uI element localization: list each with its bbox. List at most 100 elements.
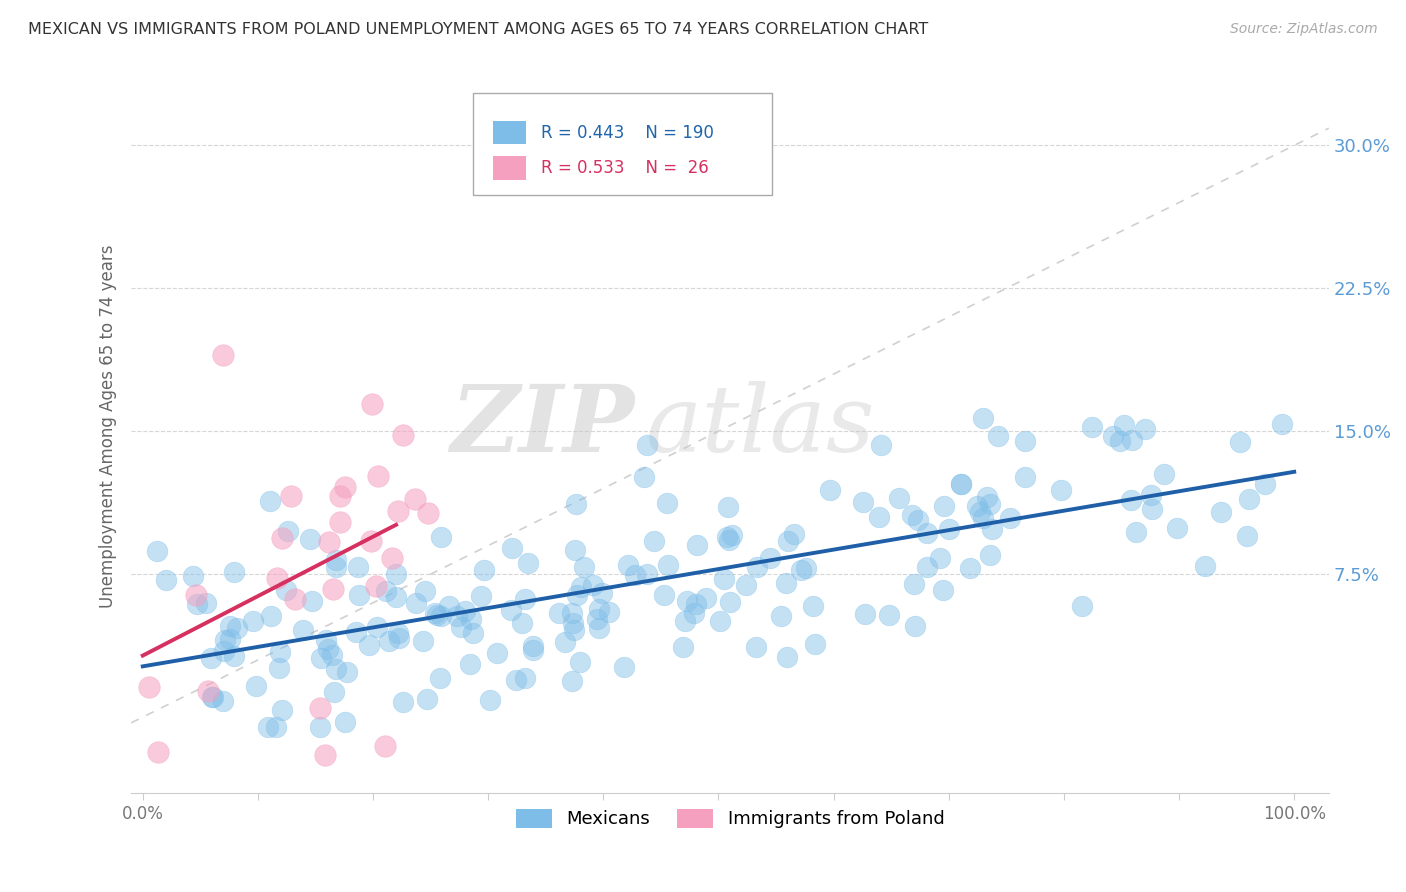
Point xyxy=(770,609,793,624)
Point xyxy=(979,548,1001,562)
Point xyxy=(437,599,460,613)
Text: MEXICAN VS IMMIGRANTS FROM POLAND UNEMPLOYMENT AMONG AGES 65 TO 74 YEARS CORRELA: MEXICAN VS IMMIGRANTS FROM POLAND UNEMPL… xyxy=(28,22,928,37)
Point xyxy=(284,592,307,607)
Point xyxy=(959,561,981,575)
Point xyxy=(969,505,991,519)
Point xyxy=(429,671,451,685)
Point xyxy=(145,544,167,558)
Point xyxy=(387,626,409,640)
Point xyxy=(1112,418,1135,433)
Point xyxy=(1153,467,1175,482)
Point xyxy=(783,527,806,541)
Point xyxy=(562,615,585,630)
Point xyxy=(613,659,636,673)
Point xyxy=(655,496,678,510)
Point xyxy=(717,500,740,514)
Point xyxy=(404,492,426,507)
Point xyxy=(745,640,768,654)
Point xyxy=(214,633,236,648)
Point xyxy=(852,494,875,508)
Point xyxy=(517,556,540,570)
Text: atlas: atlas xyxy=(647,382,876,472)
Point xyxy=(522,643,544,657)
Point xyxy=(561,674,583,689)
Point xyxy=(1121,433,1143,447)
Point xyxy=(423,606,446,620)
Point xyxy=(301,594,323,608)
Point xyxy=(778,534,800,549)
Point xyxy=(259,494,281,508)
Point xyxy=(374,583,396,598)
Y-axis label: Unemployment Among Ages 65 to 74 years: Unemployment Among Ages 65 to 74 years xyxy=(100,244,117,608)
Point xyxy=(1237,492,1260,507)
Point xyxy=(675,594,697,608)
Point xyxy=(672,640,695,655)
Point xyxy=(225,621,247,635)
Point xyxy=(643,533,665,548)
Point xyxy=(155,573,177,587)
Point xyxy=(413,584,436,599)
Point xyxy=(1102,428,1125,442)
Point xyxy=(308,720,330,734)
Point xyxy=(463,626,485,640)
Point xyxy=(309,650,332,665)
Point xyxy=(564,542,586,557)
Point xyxy=(900,508,922,523)
Point xyxy=(470,589,492,603)
Point xyxy=(588,601,610,615)
Point xyxy=(200,651,222,665)
Point xyxy=(454,604,477,618)
Point xyxy=(682,606,704,620)
Point xyxy=(291,624,314,638)
Point xyxy=(212,348,235,362)
Point xyxy=(364,579,387,593)
FancyBboxPatch shape xyxy=(472,93,772,195)
Point xyxy=(374,739,396,753)
Point xyxy=(219,632,242,646)
Point xyxy=(335,480,357,494)
Point xyxy=(636,438,658,452)
Point xyxy=(426,607,449,622)
Point xyxy=(360,534,382,549)
Point xyxy=(325,662,347,676)
Point xyxy=(617,558,640,573)
Point xyxy=(264,720,287,734)
Point xyxy=(853,607,876,621)
Point xyxy=(316,641,339,656)
Point xyxy=(1080,420,1102,434)
Point xyxy=(938,522,960,536)
Point xyxy=(1211,505,1233,519)
Point xyxy=(257,720,280,734)
Point xyxy=(510,616,533,631)
Point xyxy=(385,590,408,604)
Point xyxy=(298,532,321,546)
Point xyxy=(907,512,929,526)
Point xyxy=(818,483,841,497)
Point xyxy=(392,428,415,442)
Point xyxy=(387,504,409,518)
Point xyxy=(1125,524,1147,539)
Point xyxy=(1254,477,1277,491)
Point xyxy=(1194,558,1216,573)
Point xyxy=(277,524,299,539)
Point xyxy=(980,523,1002,537)
Point xyxy=(315,633,337,648)
Point xyxy=(446,608,468,623)
Point xyxy=(685,597,707,611)
Point xyxy=(903,577,925,591)
Point xyxy=(380,551,402,566)
Point xyxy=(877,607,900,622)
Point xyxy=(1140,488,1163,502)
Point xyxy=(949,477,972,491)
Point xyxy=(138,680,160,694)
Legend: Mexicans, Immigrants from Poland: Mexicans, Immigrants from Poland xyxy=(509,802,952,836)
Point xyxy=(966,499,988,513)
Point xyxy=(336,665,359,680)
Point xyxy=(870,438,893,452)
Point xyxy=(266,571,288,585)
Text: R = 0.533    N =  26: R = 0.533 N = 26 xyxy=(541,159,709,177)
Point xyxy=(1109,434,1132,449)
Point xyxy=(197,684,219,698)
Point xyxy=(569,656,592,670)
Point xyxy=(450,620,472,634)
